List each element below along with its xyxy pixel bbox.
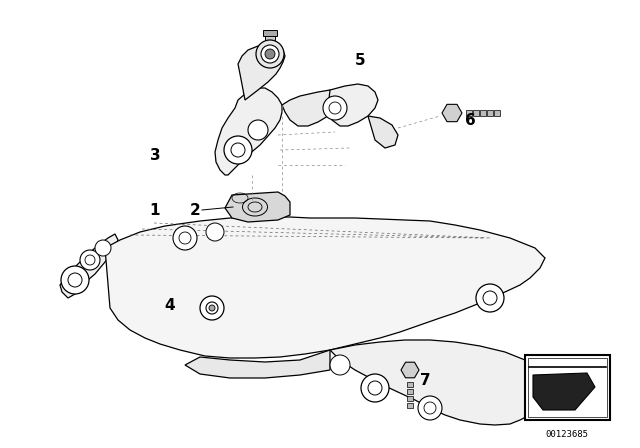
Polygon shape — [330, 340, 545, 425]
Circle shape — [368, 381, 382, 395]
Polygon shape — [466, 110, 472, 116]
Circle shape — [323, 96, 347, 120]
Circle shape — [361, 374, 389, 402]
Circle shape — [231, 143, 245, 157]
Circle shape — [206, 223, 224, 241]
Circle shape — [265, 49, 275, 59]
Text: 1: 1 — [150, 202, 160, 217]
Circle shape — [61, 266, 89, 294]
Polygon shape — [407, 389, 413, 394]
Circle shape — [173, 226, 197, 250]
Circle shape — [179, 232, 191, 244]
Circle shape — [68, 273, 82, 287]
Circle shape — [200, 296, 224, 320]
Polygon shape — [473, 110, 479, 116]
Circle shape — [209, 305, 215, 311]
Polygon shape — [442, 104, 462, 122]
Text: 6: 6 — [465, 112, 476, 128]
Polygon shape — [407, 403, 413, 408]
Polygon shape — [238, 44, 285, 100]
Polygon shape — [265, 34, 275, 52]
Text: 7: 7 — [420, 372, 430, 388]
Circle shape — [261, 45, 279, 63]
Polygon shape — [105, 217, 545, 358]
Polygon shape — [60, 234, 118, 298]
Polygon shape — [368, 116, 398, 148]
Text: 00123685: 00123685 — [545, 430, 589, 439]
Text: 5: 5 — [355, 52, 365, 68]
Circle shape — [224, 136, 252, 164]
Circle shape — [95, 240, 111, 256]
Polygon shape — [407, 382, 413, 387]
Text: 3: 3 — [150, 147, 160, 163]
Bar — [525, 355, 610, 420]
Circle shape — [330, 355, 350, 375]
Circle shape — [483, 291, 497, 305]
Text: 4: 4 — [164, 297, 175, 313]
Polygon shape — [225, 192, 290, 222]
Circle shape — [329, 102, 341, 114]
Polygon shape — [494, 110, 500, 116]
Polygon shape — [328, 84, 378, 126]
Text: 2: 2 — [189, 202, 200, 217]
Polygon shape — [533, 373, 595, 410]
Circle shape — [418, 396, 442, 420]
Polygon shape — [480, 110, 486, 116]
Circle shape — [85, 255, 95, 265]
Circle shape — [476, 284, 504, 312]
Circle shape — [80, 250, 100, 270]
Polygon shape — [215, 88, 282, 175]
Polygon shape — [401, 362, 419, 378]
Polygon shape — [263, 30, 277, 36]
Polygon shape — [282, 90, 348, 126]
Circle shape — [256, 40, 284, 68]
Polygon shape — [407, 396, 413, 401]
Circle shape — [206, 302, 218, 314]
Circle shape — [424, 402, 436, 414]
Polygon shape — [185, 350, 330, 378]
Circle shape — [248, 120, 268, 140]
Bar — [528, 358, 607, 417]
Polygon shape — [487, 110, 493, 116]
